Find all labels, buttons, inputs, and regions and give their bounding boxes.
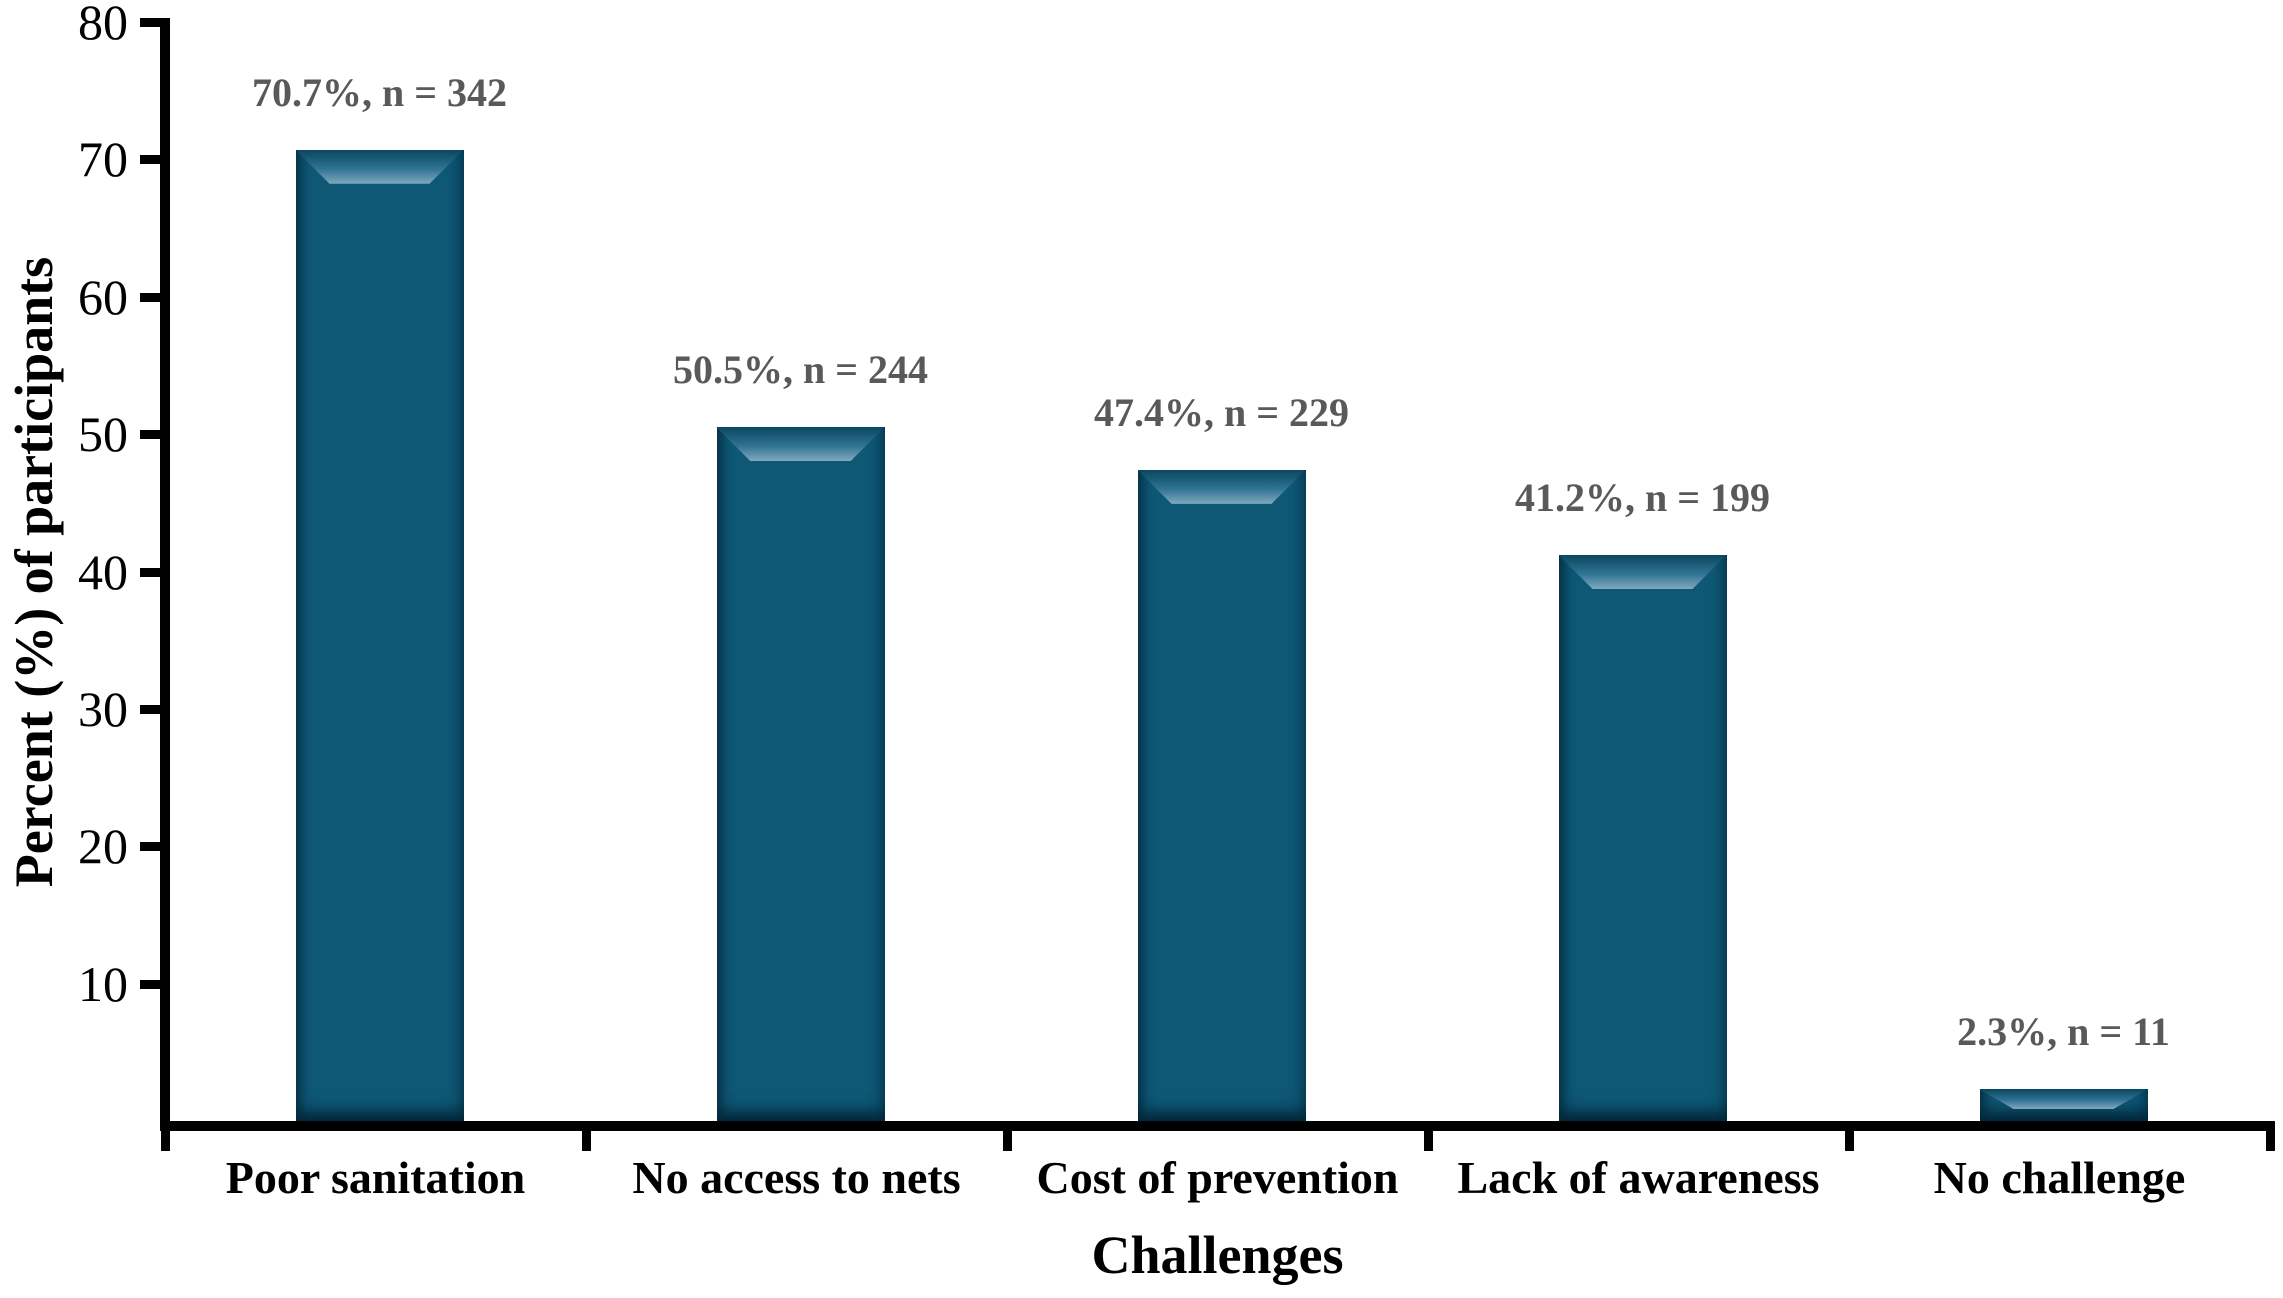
x-tick bbox=[581, 1121, 591, 1151]
y-tick-label: 30 bbox=[78, 680, 128, 737]
bar-value-label: 41.2%, n = 199 bbox=[1514, 475, 1771, 520]
y-tick bbox=[140, 292, 170, 302]
y-tick bbox=[140, 155, 170, 165]
y-axis-line bbox=[160, 22, 170, 1131]
bar-value-label: 2.3%, n = 11 bbox=[1957, 1009, 2170, 1055]
y-tick-label: 70 bbox=[78, 131, 128, 188]
y-tick-label: 50 bbox=[78, 406, 128, 463]
category-label-no-access-to-nets: No access to nets bbox=[632, 1152, 961, 1203]
y-tick bbox=[140, 430, 170, 440]
bar-value-label: 50.5%, n = 244 bbox=[672, 347, 929, 393]
category-label-cost-of-prevention: Cost of prevention bbox=[1036, 1152, 1399, 1203]
bar bbox=[716, 427, 885, 1121]
x-axis-title: Challenges bbox=[1091, 1225, 1344, 1285]
x-axis-line bbox=[160, 1121, 2274, 1131]
y-tick-label: 60 bbox=[78, 268, 128, 325]
x-tick bbox=[160, 1121, 170, 1151]
bar bbox=[295, 149, 464, 1121]
bar bbox=[1558, 555, 1727, 1121]
x-tick bbox=[1423, 1121, 1433, 1151]
bar-value-label: 70.7%, n = 342 bbox=[251, 69, 508, 115]
y-tick bbox=[140, 567, 170, 577]
y-tick bbox=[140, 842, 170, 852]
category-label-poor-sanitation: Poor sanitation bbox=[225, 1152, 526, 1203]
y-tick bbox=[140, 979, 170, 989]
y-tick-label: 40 bbox=[78, 543, 128, 600]
bar bbox=[1137, 469, 1306, 1121]
y-tick-label: 10 bbox=[78, 955, 128, 1012]
x-tick bbox=[1002, 1121, 1012, 1151]
x-tick bbox=[1844, 1121, 1854, 1151]
x-tick bbox=[2265, 1121, 2275, 1151]
bar-value-label: 47.4%, n = 229 bbox=[1093, 389, 1350, 435]
y-tick bbox=[140, 704, 170, 714]
y-tick bbox=[140, 18, 170, 27]
y-tick-label: 80 bbox=[78, 0, 128, 50]
category-label-lack-of-awareness: Lack of awareness bbox=[1457, 1152, 1820, 1203]
bar bbox=[1979, 1089, 2148, 1121]
y-tick-label: 20 bbox=[78, 818, 128, 875]
category-label-no-challenge: No challenge bbox=[1933, 1152, 2186, 1203]
